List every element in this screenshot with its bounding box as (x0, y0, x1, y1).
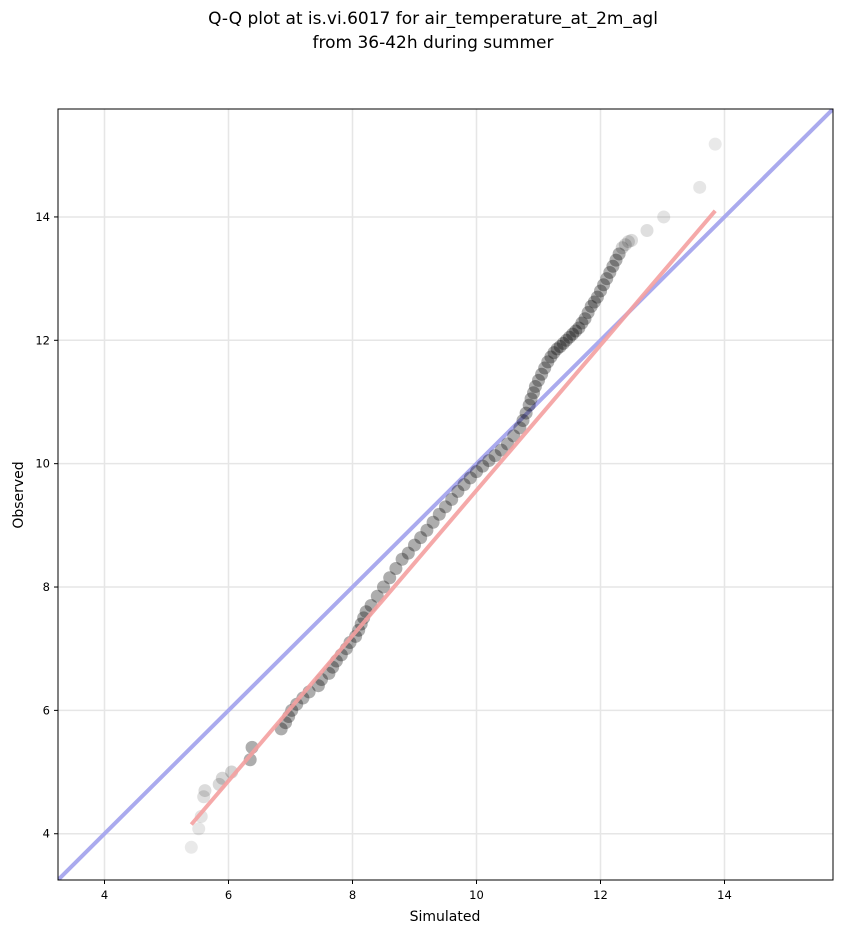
data-point (377, 580, 390, 594)
x-tick-label: 12 (593, 888, 608, 902)
data-point (445, 492, 459, 506)
data-point (606, 259, 620, 273)
data-point (389, 562, 403, 576)
data-point (603, 265, 617, 279)
data-point (494, 443, 508, 457)
data-point (640, 224, 654, 238)
y-tick-label: 6 (43, 703, 50, 717)
reference-line (58, 109, 833, 880)
data-point (513, 421, 527, 435)
data-point (516, 413, 530, 427)
y-tick-label: 10 (35, 457, 50, 471)
data-point (198, 784, 212, 798)
data-points (184, 137, 722, 854)
data-point (408, 538, 421, 552)
y-axis-label: Observed (11, 461, 27, 528)
data-point (343, 636, 357, 650)
data-point (192, 822, 206, 836)
data-point (572, 321, 586, 335)
data-point (470, 465, 483, 479)
data-point (569, 324, 583, 338)
data-point (457, 478, 471, 492)
data-point (420, 523, 434, 537)
y-tick-label: 14 (35, 210, 50, 224)
data-point (609, 253, 623, 267)
data-point (547, 346, 561, 360)
data-point (544, 350, 558, 364)
data-point (584, 299, 598, 313)
data-point (395, 552, 409, 566)
data-point (693, 180, 707, 194)
plot-area (58, 109, 833, 880)
x-tick-label: 4 (101, 888, 108, 902)
x-axis: 4 6 8 10 12 14 (101, 880, 732, 902)
data-point (559, 333, 573, 347)
data-point (184, 840, 198, 854)
data-point (451, 484, 465, 498)
data-point (594, 284, 607, 298)
data-point (522, 398, 536, 412)
grid-lines (58, 109, 833, 880)
data-point (657, 210, 671, 224)
data-point (528, 380, 542, 394)
data-point (401, 546, 415, 560)
data-point (197, 790, 211, 804)
data-point (538, 361, 552, 375)
data-point (527, 386, 541, 400)
data-point (566, 327, 580, 341)
data-point (476, 459, 490, 473)
data-point (587, 295, 601, 309)
chart-title-line-1: Q-Q plot at is.vi.6017 for air_temperatu… (208, 9, 658, 29)
y-axis: 4 6 8 10 12 14 (35, 210, 58, 841)
data-point (535, 367, 549, 381)
x-tick-label: 6 (225, 888, 232, 902)
data-point (612, 247, 626, 261)
data-point (597, 278, 611, 292)
fit-line (189, 209, 717, 826)
data-point (463, 471, 477, 485)
data-point (439, 500, 452, 514)
data-point (482, 454, 496, 468)
data-point (501, 437, 514, 451)
data-point (370, 589, 384, 603)
data-point (575, 316, 589, 330)
data-point (618, 238, 632, 252)
x-tick-label: 10 (469, 888, 484, 902)
y-tick-label: 4 (43, 827, 50, 841)
data-point (414, 531, 428, 545)
data-point (550, 342, 564, 356)
data-point (615, 241, 629, 255)
data-point (578, 312, 592, 326)
y-tick-label: 8 (43, 580, 50, 594)
plot-frame (57, 108, 834, 881)
data-point (563, 330, 576, 344)
data-point (519, 406, 533, 420)
data-point (532, 373, 545, 387)
data-point (383, 571, 397, 585)
data-point (708, 137, 722, 151)
data-point (556, 336, 570, 350)
data-point (524, 392, 538, 406)
data-point (581, 306, 595, 320)
data-point (553, 339, 567, 353)
x-tick-label: 14 (717, 888, 732, 902)
data-point (621, 235, 635, 249)
data-point (507, 429, 521, 443)
data-point (488, 449, 502, 463)
data-point (625, 233, 638, 247)
chart-title-line-2: from 36-42h during summer (313, 33, 554, 53)
y-tick-label: 12 (35, 333, 50, 347)
data-point (541, 355, 555, 369)
data-point (432, 507, 446, 521)
data-point (590, 290, 604, 304)
data-point (426, 515, 440, 529)
x-axis-label: Simulated (410, 909, 481, 925)
data-point (600, 272, 614, 286)
x-tick-label: 8 (349, 888, 356, 902)
